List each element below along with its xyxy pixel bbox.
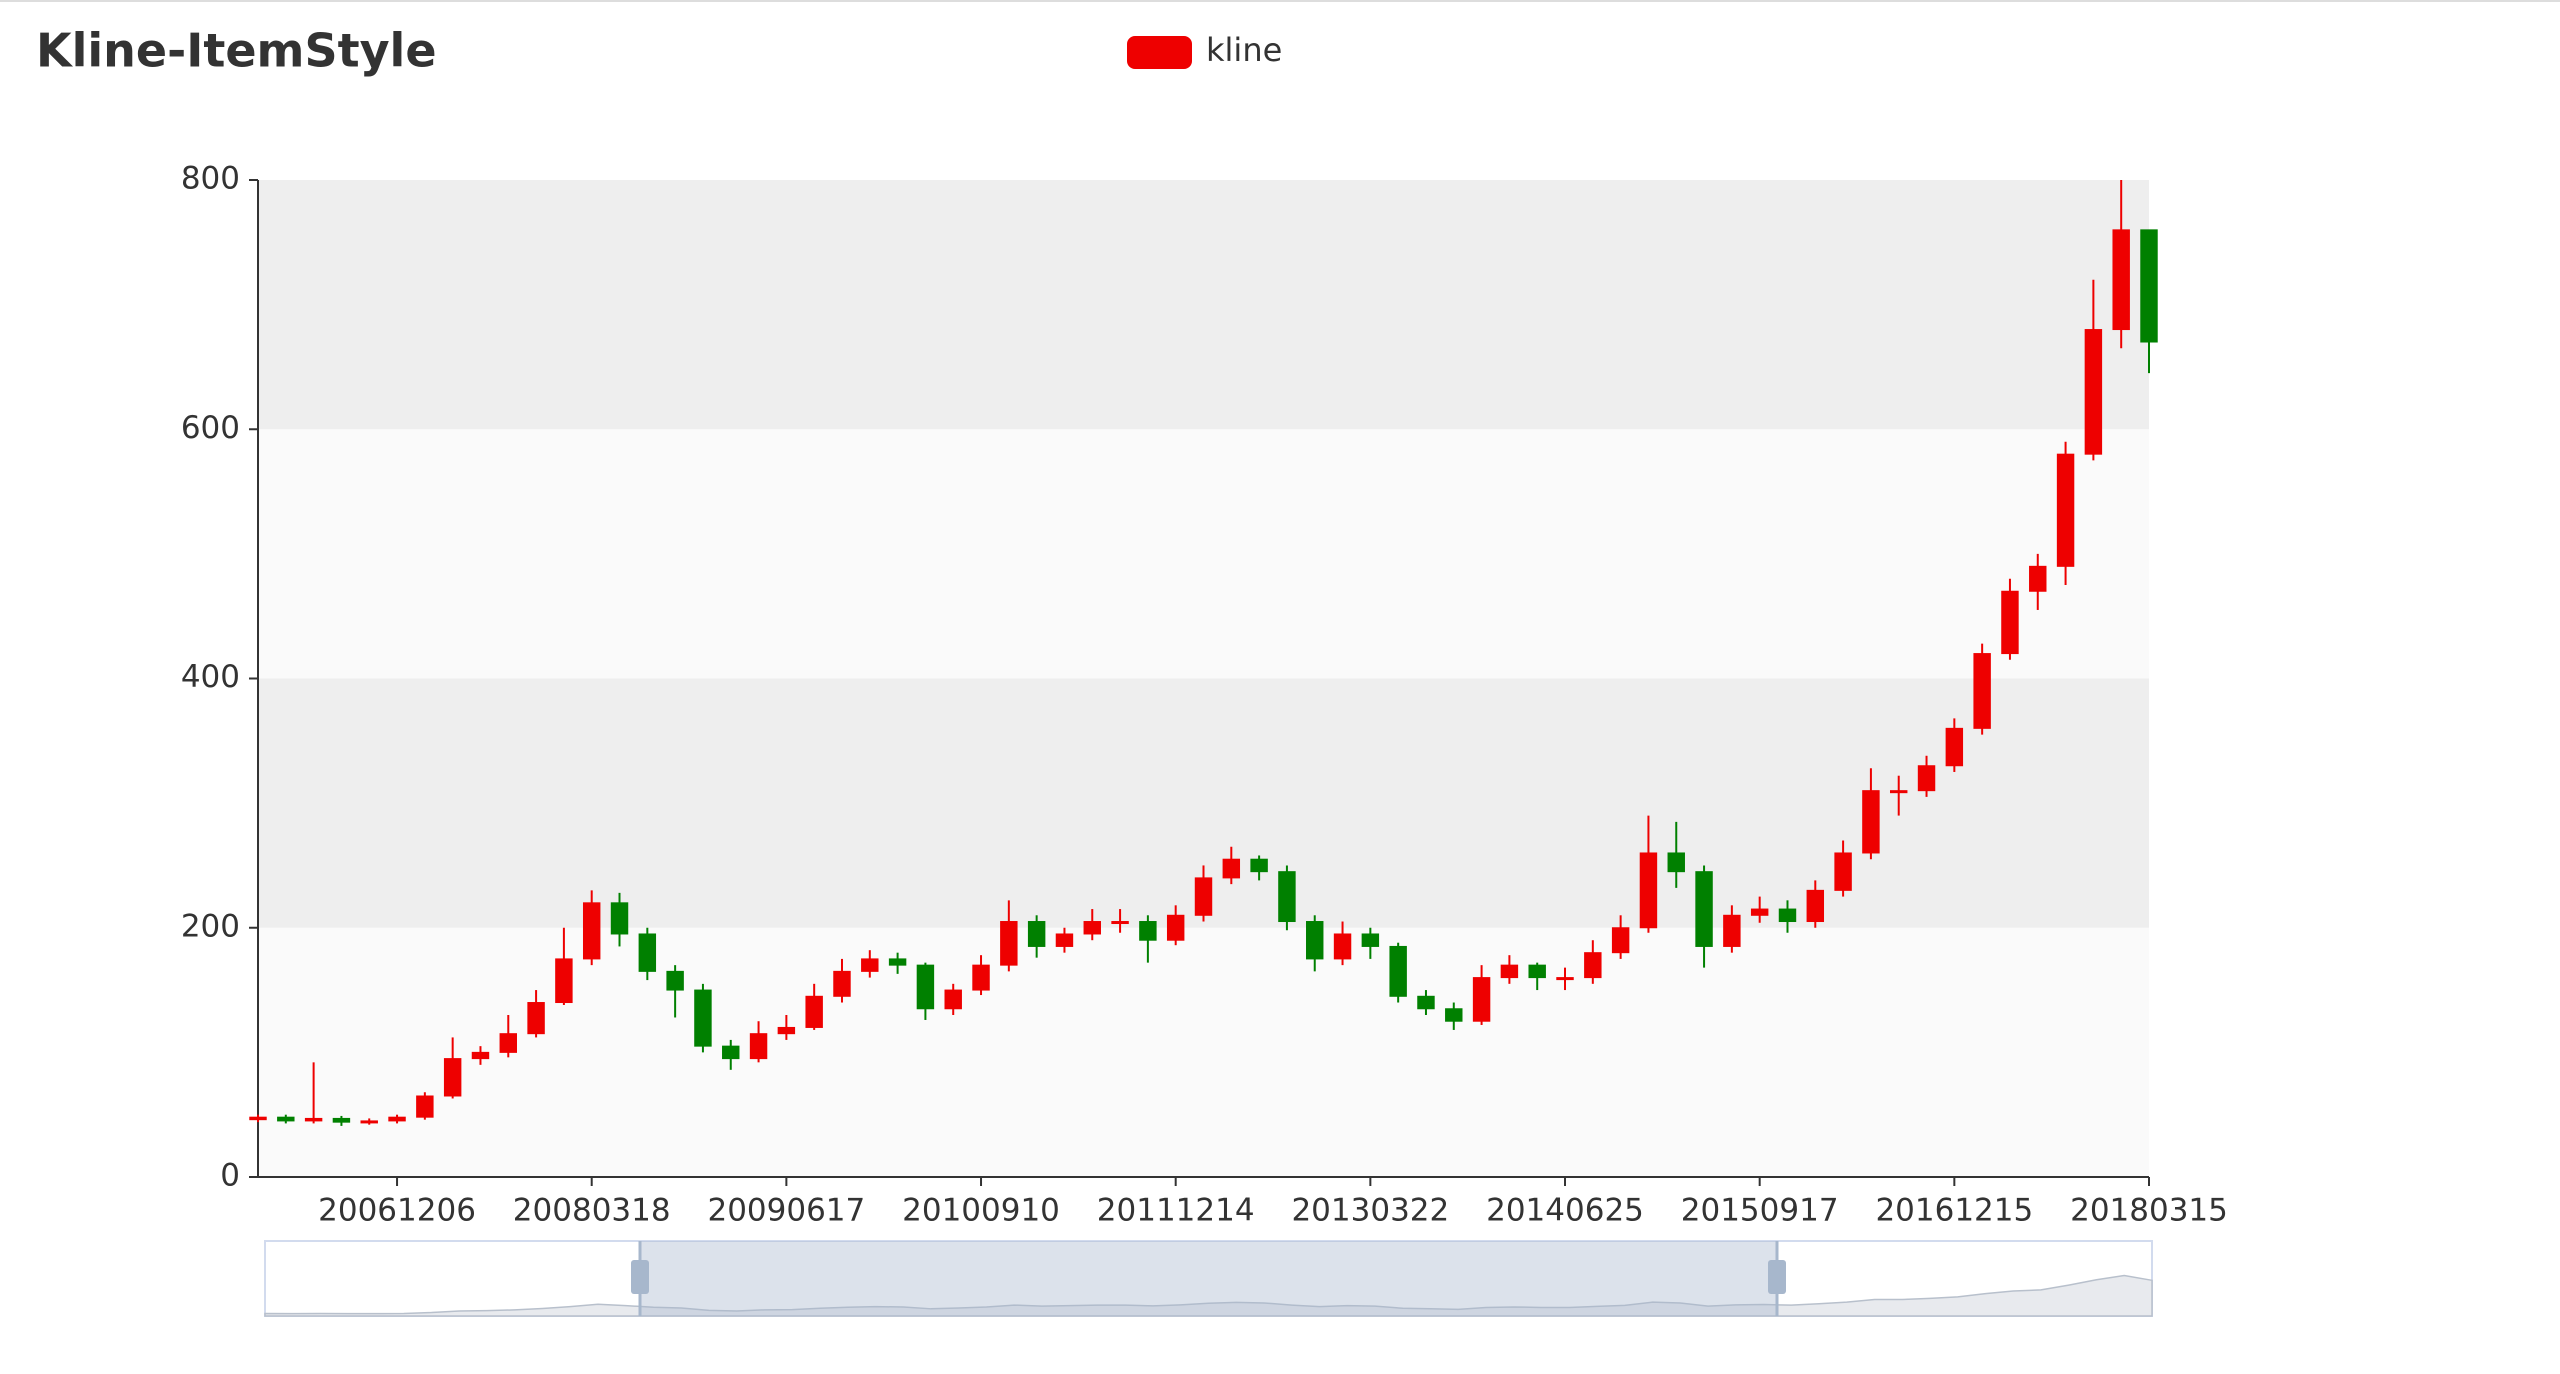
candle-body <box>1194 877 1213 916</box>
candle-body <box>1945 727 1964 767</box>
y-tick-label: 600 <box>181 410 240 446</box>
candle-body <box>1445 1008 1463 1022</box>
candle-body <box>1889 790 1908 794</box>
candle-body <box>1027 921 1046 947</box>
candle-body <box>249 1116 267 1121</box>
y-tick-label: 200 <box>181 908 240 944</box>
split-area <box>258 927 2149 1177</box>
x-tick-label: 20140625 <box>1486 1193 1644 1229</box>
candle-body <box>1834 852 1852 891</box>
candle-body <box>1389 945 1407 997</box>
candle-body <box>2112 229 2130 331</box>
candle-body <box>499 1033 518 1053</box>
candle-body <box>1973 653 1991 729</box>
x-tick-label: 20100910 <box>902 1193 1060 1229</box>
candle-body <box>2001 590 2019 655</box>
candle-body <box>888 958 907 966</box>
x-tick-label: 20161215 <box>1875 1193 2033 1229</box>
candle-body <box>1083 921 1101 935</box>
candle-body <box>749 1033 768 1060</box>
candle-body <box>1917 765 1936 792</box>
y-tick-label: 800 <box>181 161 240 197</box>
candle-body <box>1361 933 1380 947</box>
candle-body <box>1055 933 1074 947</box>
candle-body <box>360 1120 378 1124</box>
candle-body <box>777 1026 796 1035</box>
candle-body <box>1667 852 1685 873</box>
x-tick-label: 20080318 <box>513 1193 671 1229</box>
candle-body <box>1584 952 1602 979</box>
candle-body <box>2056 453 2075 567</box>
candle-body <box>2029 565 2047 592</box>
slider-handle[interactable] <box>631 1260 649 1294</box>
candle-body <box>1723 914 1741 947</box>
candle-body <box>610 902 629 935</box>
candle-body <box>471 1051 490 1060</box>
candle-body <box>694 989 712 1047</box>
candle-body <box>443 1058 462 1097</box>
candle-body <box>1417 995 1435 1010</box>
legend-swatch <box>1127 36 1192 69</box>
split-area <box>258 180 2149 430</box>
candle-body <box>861 958 879 972</box>
candle-body <box>722 1045 740 1060</box>
candle-body <box>638 933 657 972</box>
candle-body <box>1333 933 1352 960</box>
candle-body <box>972 964 990 991</box>
x-tick-label: 20090617 <box>707 1193 865 1229</box>
candle-body <box>833 970 851 997</box>
candle-body <box>1611 927 1630 954</box>
candle-body <box>416 1095 434 1118</box>
candle-body <box>1222 858 1241 879</box>
candle-body <box>1306 921 1324 960</box>
candle-body <box>1278 871 1296 923</box>
chart-title: Kline-ItemStyle <box>36 24 437 78</box>
x-tick-label: 20111214 <box>1097 1193 1255 1229</box>
data-zoom-slider[interactable] <box>264 1240 2153 1317</box>
candle-body <box>555 958 573 1004</box>
slider-window <box>640 1241 1777 1316</box>
candle-body <box>277 1116 295 1122</box>
candle-body <box>1000 921 1018 966</box>
candle-body <box>666 970 684 991</box>
candle-body <box>1250 858 1268 873</box>
slider-handle[interactable] <box>1768 1260 1786 1294</box>
candle-body <box>1556 977 1574 981</box>
candle-body <box>582 902 601 960</box>
y-tick-label: 0 <box>220 1158 240 1194</box>
candle-body <box>916 964 935 1010</box>
candle-body <box>1750 908 1769 916</box>
candle-body <box>2084 329 2103 455</box>
candle-body <box>388 1116 406 1122</box>
candle-body <box>1639 852 1658 929</box>
candle-body <box>1166 914 1185 941</box>
candle-body <box>2140 229 2158 343</box>
legend[interactable]: kline <box>1127 31 1282 69</box>
x-tick-label: 20061206 <box>318 1193 476 1229</box>
candle-body <box>1695 871 1713 947</box>
candle-body <box>944 989 962 1010</box>
candle-body <box>805 995 823 1028</box>
candle-body <box>1139 921 1157 941</box>
x-tick-label: 20180315 <box>2070 1193 2228 1229</box>
y-tick-label: 400 <box>181 659 240 695</box>
candle-body <box>1806 889 1825 923</box>
candle-body <box>1862 790 1880 854</box>
candle-body <box>527 1002 545 1035</box>
x-tick-label: 20130322 <box>1291 1193 1449 1229</box>
slider-shadow <box>264 1274 2153 1317</box>
candle-body <box>1111 921 1129 925</box>
candle-body <box>304 1117 323 1122</box>
candle-body <box>1500 964 1519 979</box>
candle-body <box>1778 908 1797 923</box>
x-tick-label: 20150917 <box>1681 1193 1839 1229</box>
candle-body <box>1472 977 1491 1022</box>
candle-body <box>1528 964 1546 979</box>
split-area <box>258 429 2149 679</box>
legend-label[interactable]: kline <box>1206 31 1282 69</box>
candle-body <box>332 1117 351 1123</box>
